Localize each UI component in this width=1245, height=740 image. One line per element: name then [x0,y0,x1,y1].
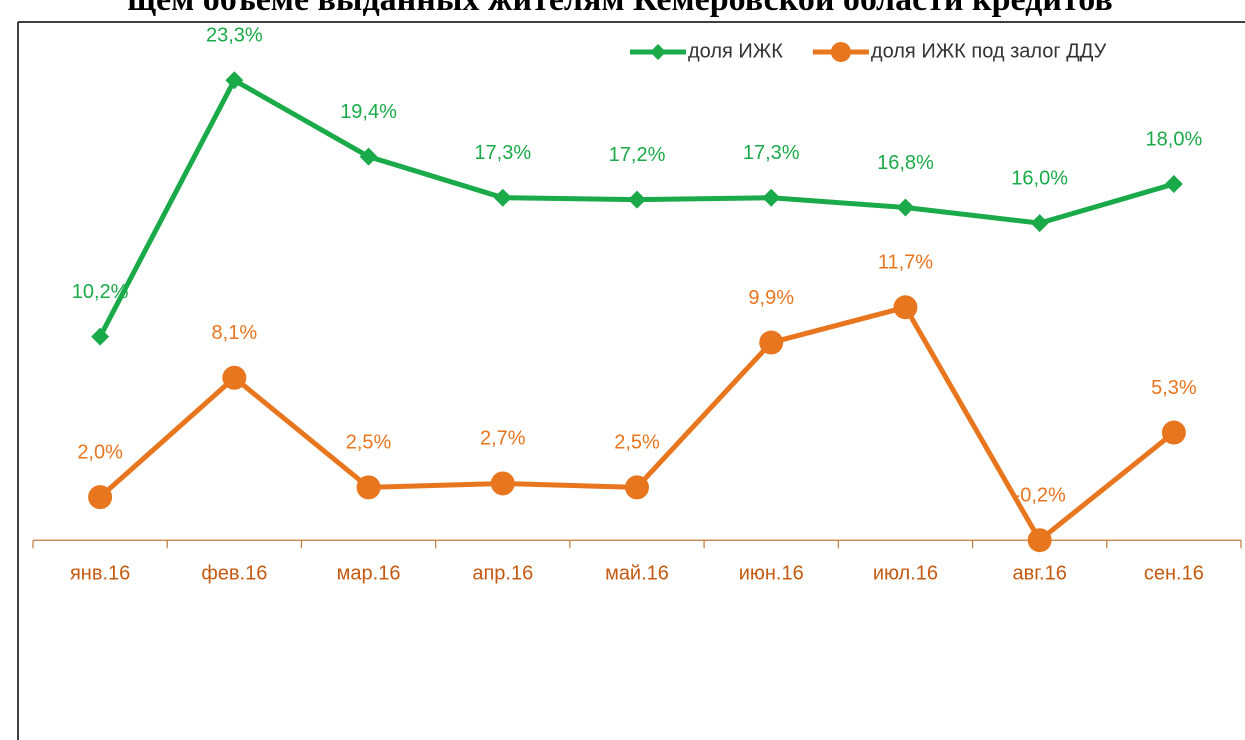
data-point [1164,175,1183,193]
data-label: 2,5% [346,432,392,454]
chart-title: щем объеме выданных жителям Кемеровской … [127,0,1112,18]
data-point [222,365,247,390]
data-label: -0,2% [1014,484,1066,506]
legend-label: доля ИЖК [688,40,783,62]
data-point [91,327,110,346]
x-tick-label: июн.16 [739,563,804,585]
data-point [762,188,781,207]
data-point [490,471,515,496]
data-label: 10,2% [72,281,129,303]
data-label: 16,0% [1011,167,1068,189]
data-point [493,188,512,207]
data-label: 16,8% [877,152,934,174]
data-label: 17,3% [474,142,531,164]
data-point [1027,528,1052,553]
data-label: 2,5% [614,432,660,454]
data-point [893,295,918,320]
legend-swatch-marker [650,44,666,60]
x-tick-label: фев.16 [201,563,267,585]
data-label: 17,2% [609,144,666,166]
data-label: 23,3% [206,25,263,47]
x-tick-label: май.16 [605,563,669,585]
x-tick-label: апр.16 [472,563,533,585]
data-label: 17,3% [743,142,800,164]
data-point [625,475,649,500]
legend-label: доля ИЖК под залог ДДУ [871,40,1107,62]
x-tick-label: мар.16 [337,563,401,585]
legend-swatch-marker [830,42,851,62]
data-point [759,330,784,355]
x-tick-label: сен.16 [1144,563,1204,585]
data-label: 2,7% [480,428,526,450]
data-point [225,71,244,90]
data-point [1161,420,1186,445]
x-tick-label: июл.16 [873,563,938,585]
data-point [628,190,646,209]
data-point [359,147,378,166]
data-label: 5,3% [1151,377,1197,399]
data-label: 11,7% [878,252,933,274]
data-label: 19,4% [340,101,397,123]
data-point [88,485,113,510]
x-tick-label: авг.16 [1012,563,1066,585]
data-point [1030,214,1049,233]
data-label: 2,0% [77,441,123,463]
data-label: 9,9% [748,287,794,309]
data-point [896,198,915,217]
data-point [356,475,381,500]
data-label: 18,0% [1146,128,1203,150]
data-label: 8,1% [212,322,258,344]
x-tick-label: янв.16 [70,563,130,585]
